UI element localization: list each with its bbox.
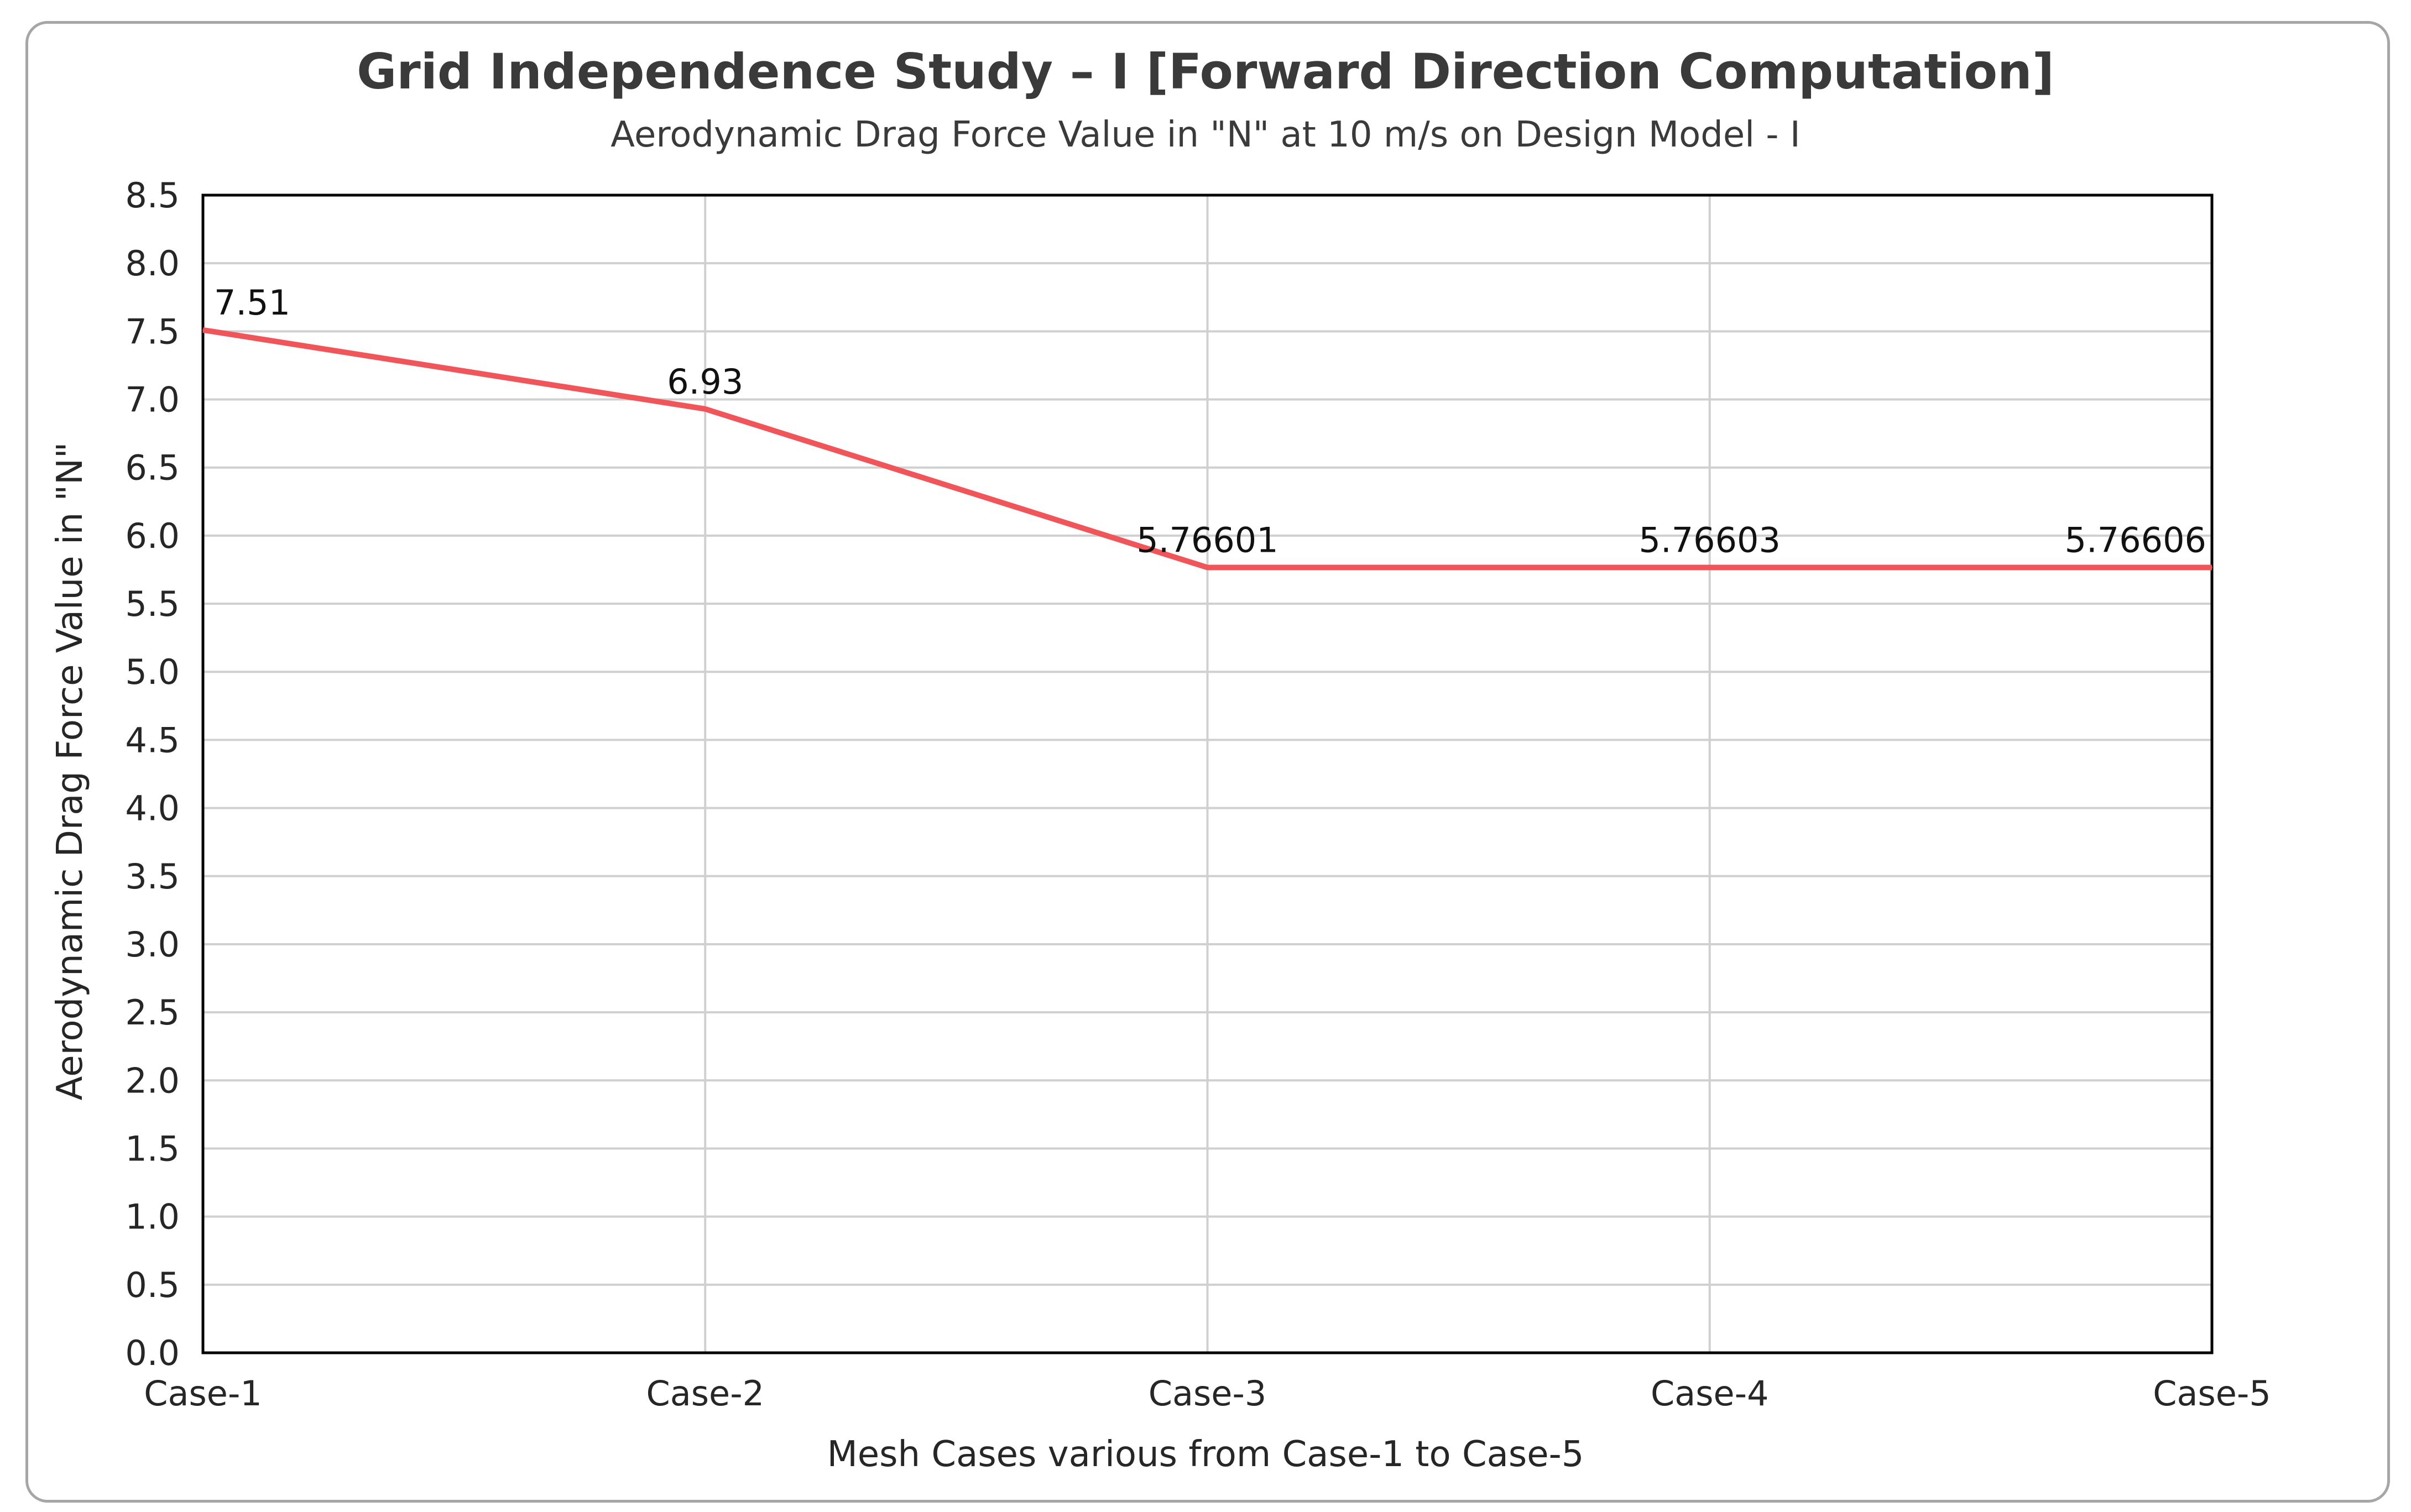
data-point (2211, 567, 2212, 568)
y-tick-label: 0.5 (125, 1265, 180, 1305)
chart-title: Grid Independence Study – I [Forward Dir… (357, 43, 2054, 100)
y-tick-label: 6.0 (125, 516, 180, 556)
y-tick-label: 2.5 (125, 992, 180, 1033)
chart-subtitle: Aerodynamic Drag Force Value in "N" at 1… (610, 114, 1800, 155)
data-point (202, 329, 203, 331)
data-point (1207, 567, 1208, 568)
x-axis-label: Mesh Cases various from Case-1 to Case-5 (827, 1434, 1584, 1475)
y-tick-label: 5.5 (125, 584, 180, 624)
y-tick-label: 3.0 (125, 924, 180, 965)
data-label: 5.76601 (1136, 520, 1278, 561)
y-tick-label: 8.5 (125, 175, 180, 216)
data-point (1709, 567, 1710, 568)
y-axis-label: Aerodynamic Drag Force Value in "N" (50, 442, 91, 1101)
y-tick-label: 4.5 (125, 720, 180, 760)
y-tick-label: 2.0 (125, 1060, 180, 1101)
x-axis-ticks: Case-1 Case-2 Case-3 Case-4 Case-5 (144, 1373, 2271, 1414)
x-tick-label: Case-3 (1149, 1373, 1267, 1414)
y-tick-label: 4.0 (125, 788, 180, 829)
data-label: 7.51 (214, 282, 290, 323)
y-tick-label: 1.5 (125, 1128, 180, 1169)
y-tick-label: 3.5 (125, 856, 180, 897)
y-tick-label: 6.5 (125, 448, 180, 488)
x-tick-label: Case-2 (646, 1373, 764, 1414)
y-tick-label: 7.5 (125, 311, 180, 352)
x-tick-label: Case-5 (2153, 1373, 2271, 1414)
x-tick-label: Case-1 (144, 1373, 262, 1414)
y-axis-ticks: 0.0 0.5 1.0 1.5 2.0 2.5 3.0 3.5 4.0 4.5 5.0 5.5 6.0 6… (125, 175, 180, 1373)
data-label: 5.76603 (1639, 520, 1781, 561)
data-labels: 7.51 6.93 5.76601 5.76603 5.76606 (214, 282, 2206, 561)
gridlines (202, 194, 2213, 1354)
y-tick-label: 1.0 (125, 1197, 180, 1237)
y-tick-label: 5.0 (125, 652, 180, 692)
y-tick-label: 0.0 (125, 1333, 180, 1373)
data-label: 6.93 (667, 362, 743, 402)
series-layer (202, 327, 2212, 571)
data-point (704, 408, 706, 410)
data-label: 5.76606 (2065, 520, 2206, 561)
y-tick-label: 8.0 (125, 243, 180, 284)
plot-area (201, 193, 2214, 1354)
plot-border (201, 193, 2214, 1354)
x-tick-label: Case-4 (1651, 1373, 1769, 1414)
y-tick-label: 7.0 (125, 380, 180, 420)
